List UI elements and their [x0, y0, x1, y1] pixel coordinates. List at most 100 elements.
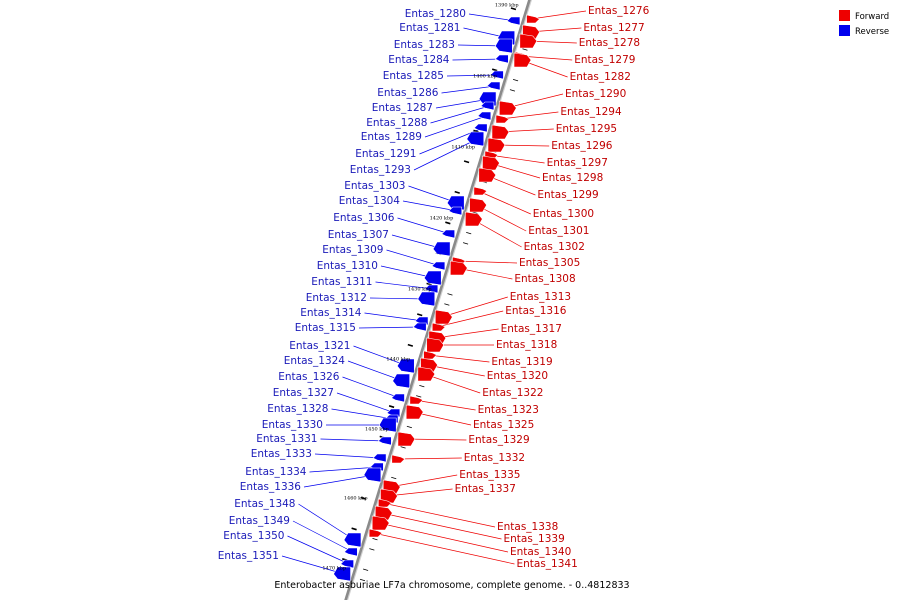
forward-gene-label[interactable]: Entas_1295	[556, 123, 617, 135]
reverse-gene-label[interactable]: Entas_1324	[284, 355, 346, 367]
reverse-gene-label[interactable]: Entas_1328	[267, 403, 328, 415]
reverse-gene-label[interactable]: Entas_1283	[394, 39, 455, 51]
reverse-gene-feature[interactable]	[448, 206, 463, 216]
forward-gene-feature[interactable]	[417, 366, 436, 382]
reverse-gene-label[interactable]: Entas_1312	[306, 292, 367, 304]
reverse-gene-label[interactable]: Entas_1331	[256, 433, 317, 445]
reverse-gene-feature[interactable]	[417, 291, 436, 307]
reverse-gene-label[interactable]: Entas_1291	[355, 148, 416, 160]
reverse-gene-label[interactable]: Entas_1286	[377, 87, 439, 99]
forward-gene-label[interactable]: Entas_1325	[473, 419, 534, 431]
forward-gene-feature[interactable]	[519, 33, 538, 49]
reverse-gene-label[interactable]: Entas_1287	[372, 102, 433, 114]
forward-gene-feature[interactable]	[473, 186, 488, 196]
reverse-gene-feature[interactable]	[494, 38, 513, 54]
forward-gene-label[interactable]: Entas_1300	[533, 208, 594, 220]
reverse-gene-label[interactable]: Entas_1288	[366, 117, 427, 129]
forward-gene-label[interactable]: Entas_1320	[487, 370, 548, 382]
reverse-gene-label[interactable]: Entas_1303	[344, 180, 405, 192]
reverse-gene-label[interactable]: Entas_1285	[383, 70, 444, 82]
forward-gene-label[interactable]: Entas_1332	[464, 452, 525, 464]
reverse-gene-feature[interactable]	[343, 547, 358, 557]
reverse-gene-label[interactable]: Entas_1334	[245, 466, 307, 478]
reverse-gene-label[interactable]: Entas_1330	[262, 419, 323, 431]
forward-gene-feature[interactable]	[371, 515, 390, 531]
forward-gene-feature[interactable]	[426, 337, 445, 353]
reverse-gene-feature[interactable]	[377, 436, 392, 446]
reverse-gene-feature[interactable]	[432, 241, 451, 257]
forward-gene-label[interactable]: Entas_1323	[478, 404, 539, 416]
reverse-gene-feature[interactable]	[506, 16, 521, 26]
forward-gene-label[interactable]: Entas_1276	[588, 5, 650, 17]
reverse-gene-feature[interactable]	[392, 373, 410, 389]
reverse-gene-feature[interactable]	[372, 453, 387, 463]
forward-gene-feature[interactable]	[495, 114, 510, 124]
forward-gene-feature[interactable]	[487, 137, 506, 153]
reverse-gene-feature[interactable]	[494, 54, 509, 64]
reverse-gene-feature[interactable]	[477, 111, 492, 121]
reverse-gene-label[interactable]: Entas_1293	[350, 164, 411, 176]
reverse-gene-label[interactable]: Entas_1310	[317, 260, 378, 272]
forward-gene-label[interactable]: Entas_1318	[496, 339, 557, 351]
reverse-gene-label[interactable]: Entas_1284	[388, 54, 450, 66]
forward-gene-label[interactable]: Entas_1296	[551, 140, 613, 152]
reverse-gene-label[interactable]: Entas_1326	[278, 371, 340, 383]
forward-gene-label[interactable]: Entas_1308	[514, 273, 575, 285]
forward-gene-feature[interactable]	[409, 395, 424, 405]
reverse-gene-label[interactable]: Entas_1311	[311, 276, 372, 288]
forward-gene-label[interactable]: Entas_1322	[482, 387, 543, 399]
forward-gene-feature[interactable]	[391, 454, 406, 464]
forward-gene-label[interactable]: Entas_1302	[524, 241, 585, 253]
forward-gene-label[interactable]: Entas_1338	[497, 521, 558, 533]
reverse-gene-label[interactable]: Entas_1321	[289, 340, 350, 352]
reverse-gene-feature[interactable]	[412, 322, 427, 332]
reverse-gene-label[interactable]: Entas_1351	[218, 550, 279, 562]
reverse-gene-label[interactable]: Entas_1280	[405, 8, 466, 20]
reverse-gene-label[interactable]: Entas_1281	[399, 22, 460, 34]
forward-gene-feature[interactable]	[513, 52, 532, 68]
forward-gene-feature[interactable]	[465, 211, 483, 227]
forward-gene-label[interactable]: Entas_1319	[491, 356, 552, 368]
forward-gene-label[interactable]: Entas_1298	[542, 172, 603, 184]
reverse-gene-label[interactable]: Entas_1306	[333, 212, 395, 224]
forward-gene-feature[interactable]	[434, 309, 453, 325]
forward-gene-feature[interactable]	[405, 404, 424, 420]
reverse-gene-feature[interactable]	[489, 70, 504, 80]
reverse-gene-label[interactable]: Entas_1289	[361, 131, 422, 143]
forward-gene-label[interactable]: Entas_1278	[579, 37, 640, 49]
reverse-gene-feature[interactable]	[473, 123, 488, 133]
forward-gene-feature[interactable]	[491, 124, 510, 140]
reverse-gene-feature[interactable]	[446, 195, 465, 211]
reverse-gene-feature[interactable]	[340, 559, 354, 569]
forward-gene-label[interactable]: Entas_1299	[537, 189, 598, 201]
forward-gene-label[interactable]: Entas_1340	[510, 546, 571, 558]
forward-gene-label[interactable]: Entas_1290	[565, 88, 626, 100]
reverse-gene-label[interactable]: Entas_1350	[223, 530, 284, 542]
reverse-gene-feature[interactable]	[390, 393, 405, 403]
forward-gene-label[interactable]: Entas_1329	[468, 434, 529, 446]
forward-gene-label[interactable]: Entas_1341	[517, 558, 578, 570]
forward-gene-label[interactable]: Entas_1282	[570, 71, 631, 83]
reverse-gene-feature[interactable]	[343, 532, 362, 548]
reverse-gene-label[interactable]: Entas_1314	[300, 307, 362, 319]
forward-gene-label[interactable]: Entas_1279	[574, 54, 635, 66]
forward-gene-label[interactable]: Entas_1313	[510, 291, 571, 303]
forward-gene-label[interactable]: Entas_1297	[547, 157, 608, 169]
reverse-gene-label[interactable]: Entas_1348	[234, 498, 295, 510]
forward-gene-label[interactable]: Entas_1294	[560, 106, 622, 118]
reverse-gene-feature[interactable]	[431, 261, 446, 271]
reverse-gene-feature[interactable]	[486, 81, 501, 91]
forward-gene-label[interactable]: Entas_1305	[519, 257, 580, 269]
forward-gene-feature[interactable]	[526, 14, 541, 24]
reverse-gene-feature[interactable]	[423, 270, 442, 286]
forward-gene-label[interactable]: Entas_1301	[528, 225, 589, 237]
reverse-gene-feature[interactable]	[396, 358, 415, 374]
forward-gene-label[interactable]: Entas_1337	[455, 483, 516, 495]
reverse-gene-label[interactable]: Entas_1315	[295, 322, 356, 334]
reverse-gene-feature[interactable]	[424, 284, 439, 294]
reverse-gene-feature[interactable]	[333, 566, 351, 582]
reverse-gene-feature[interactable]	[363, 467, 382, 483]
forward-gene-label[interactable]: Entas_1277	[583, 22, 644, 34]
forward-gene-label[interactable]: Entas_1335	[459, 469, 520, 481]
reverse-gene-label[interactable]: Entas_1327	[273, 387, 334, 399]
